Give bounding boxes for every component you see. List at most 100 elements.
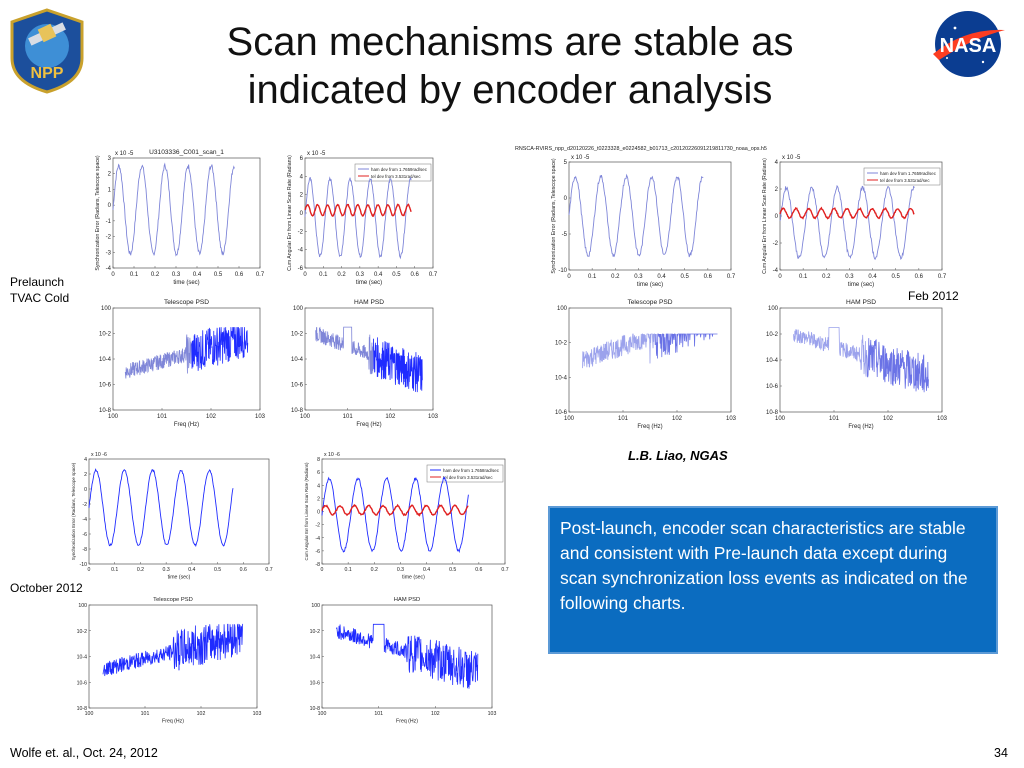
y-tick-label: -1 <box>106 219 112 225</box>
series-line-tel-dev <box>779 184 915 261</box>
x-axis-label: Freq (Hz) <box>396 718 418 724</box>
y-tick-label: -4 <box>773 268 779 274</box>
y-tick-label: 100 <box>768 306 779 312</box>
y-axis-label: Cum Angular Err from Linear Scan Rate (R… <box>304 462 309 560</box>
x-tick-label: 0.4 <box>374 272 383 278</box>
y-tick-label: -4 <box>298 248 304 254</box>
y-tick-label: 3 <box>108 156 112 162</box>
y-tick-label: 10-8 <box>291 408 304 414</box>
y-axis-label: Synchronization Error (Radians, Telescop… <box>551 158 557 274</box>
psd-line-low <box>582 333 657 369</box>
x-tick-label: 101 <box>829 416 840 422</box>
y-tick-label: 100 <box>293 306 304 312</box>
x-tick-label: 100 <box>318 711 327 717</box>
x-tick-label: 0.4 <box>657 274 666 280</box>
series-line-tel <box>88 468 234 548</box>
y-tick-label: -6 <box>315 549 320 555</box>
y-tick-label: 2 <box>84 472 87 478</box>
y-tick-label: 0 <box>108 203 112 209</box>
y-tick-label: 10-2 <box>99 332 112 338</box>
october-label: October 2012 <box>10 581 83 595</box>
y-axis-label: Synchronization Error (Radians, Telescop… <box>95 155 101 271</box>
chart-pre_ham_psd: HAM PSD 100 101 102 103 10-8 10-6 10-4 10-2 100 Fr… <box>291 299 439 428</box>
y-tick-label: 10-4 <box>77 655 87 661</box>
x-tick-label: 0.6 <box>704 274 713 280</box>
x-tick-label: 0.6 <box>411 272 420 278</box>
x-tick-label: 0.1 <box>799 274 808 280</box>
x-tick-label: 0.5 <box>392 272 401 278</box>
y-tick-label: 1 <box>108 187 112 193</box>
chart-title: U3103336_C001_scan_1 <box>149 149 224 156</box>
x-tick-label: 102 <box>883 416 894 422</box>
legend-box <box>426 464 504 483</box>
plot-frame <box>779 307 943 413</box>
x-tick-label: 0.3 <box>356 272 365 278</box>
x-tick-label: 102 <box>385 414 396 420</box>
x-tick-label: 101 <box>343 414 354 420</box>
x-tick-label: 103 <box>488 711 497 717</box>
psd-line-high <box>191 327 249 371</box>
y-tick-label: -10 <box>80 562 88 568</box>
chart-title: Telescope PSD <box>164 299 209 306</box>
plot-frame <box>88 458 270 565</box>
x-tick-label: 0 <box>88 567 91 573</box>
y-tick-label: 6 <box>317 470 320 476</box>
y-tick-label: -4 <box>106 266 112 272</box>
y-tick-label: 5 <box>564 160 568 166</box>
x-axis-label: time (sec) <box>356 280 382 286</box>
x-tick-label: 0.2 <box>822 274 831 280</box>
nasa-logo: NASA <box>925 8 1011 80</box>
x-tick-label: 0.2 <box>137 567 144 573</box>
chart-feb_tel_psd: Telescope PSD 100 101 102 103 10-6 10-4 10-2 100… <box>555 299 737 430</box>
y-tick-label: 0 <box>564 196 568 202</box>
chart-oct_ham_psd: HAM PSD 100 101 102 103 10-8 10-6 10-4 10-2 100 Fr… <box>310 597 497 724</box>
psd-line-low <box>793 327 868 377</box>
x-tick-label: 0.2 <box>611 274 620 280</box>
y-tick-label: -2 <box>82 502 87 508</box>
chart-header: RNSCA-RVIRS_npp_d20120226_t0223328_e0224… <box>515 146 767 152</box>
x-tick-label: 0.6 <box>240 567 247 573</box>
series-line-ham-dev <box>304 203 412 218</box>
x-tick-label: 0.7 <box>727 274 736 280</box>
y-tick-label: 10-6 <box>99 383 112 389</box>
npp-logo: NPP <box>6 8 88 94</box>
chart-title: HAM PSD <box>846 299 876 306</box>
y-tick-label: 4 <box>775 160 779 166</box>
x-axis-label: Freq (Hz) <box>356 422 381 428</box>
x-tick-label: 101 <box>374 711 383 717</box>
x-tick-label: 0.2 <box>371 567 378 573</box>
x-tick-label: 101 <box>618 416 629 422</box>
y-tick-label: -2 <box>298 229 304 235</box>
y-tick-label: -6 <box>82 532 87 538</box>
x-tick-label: 100 <box>300 414 311 420</box>
series-line-ham-dev <box>321 503 469 517</box>
x-axis-label: Freq (Hz) <box>174 422 199 428</box>
plot-frame <box>112 157 261 269</box>
y-tick-label: 10-2 <box>766 332 779 338</box>
y-tick-label: 10-6 <box>291 383 304 389</box>
y-tick-label: 8 <box>317 457 320 463</box>
chart-title: Telescope PSD <box>627 299 672 306</box>
x-tick-label: 100 <box>564 416 575 422</box>
chart-pre_ham: x 10 -5 0 0.1 0.2 0.3 0.4 0.5 0.6 0.7 -6 -4 -2 0 2 4 6 t… <box>287 151 438 286</box>
y-tick-label: 0 <box>775 214 779 220</box>
exponent-label: x 10 -5 <box>307 151 326 157</box>
y-tick-label: -2 <box>773 241 779 247</box>
x-tick-label: 101 <box>141 711 150 717</box>
series-line-tel-dev <box>304 176 412 260</box>
y-tick-label: 10-6 <box>766 384 779 390</box>
legend-entry: ham dev from 1.7658rad/sec <box>443 468 500 473</box>
x-tick-label: 0.7 <box>429 272 438 278</box>
x-axis-label: Freq (Hz) <box>637 424 662 430</box>
y-tick-label: 2 <box>300 193 304 199</box>
x-tick-label: 103 <box>937 416 948 422</box>
callout-text: Post-launch, encoder scan characteristic… <box>560 518 968 613</box>
chart-feb_ham: x 10 -5 0 0.1 0.2 0.3 0.4 0.5 0.6 0.7 -4 -2 0 2 4 time… <box>762 155 947 288</box>
psd-line-low <box>315 326 374 375</box>
psd-line-high <box>655 333 718 359</box>
exponent-label: x 10 -6 <box>91 452 107 458</box>
y-tick-label: 10-4 <box>555 375 568 381</box>
y-tick-label: 10-2 <box>310 629 320 635</box>
y-tick-label: 10-6 <box>310 680 320 686</box>
y-tick-label: 10-8 <box>77 706 87 712</box>
